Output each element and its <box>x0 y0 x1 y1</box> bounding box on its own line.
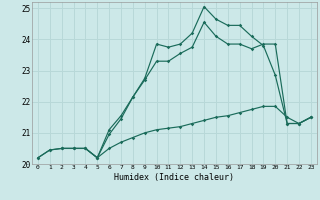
X-axis label: Humidex (Indice chaleur): Humidex (Indice chaleur) <box>115 173 234 182</box>
